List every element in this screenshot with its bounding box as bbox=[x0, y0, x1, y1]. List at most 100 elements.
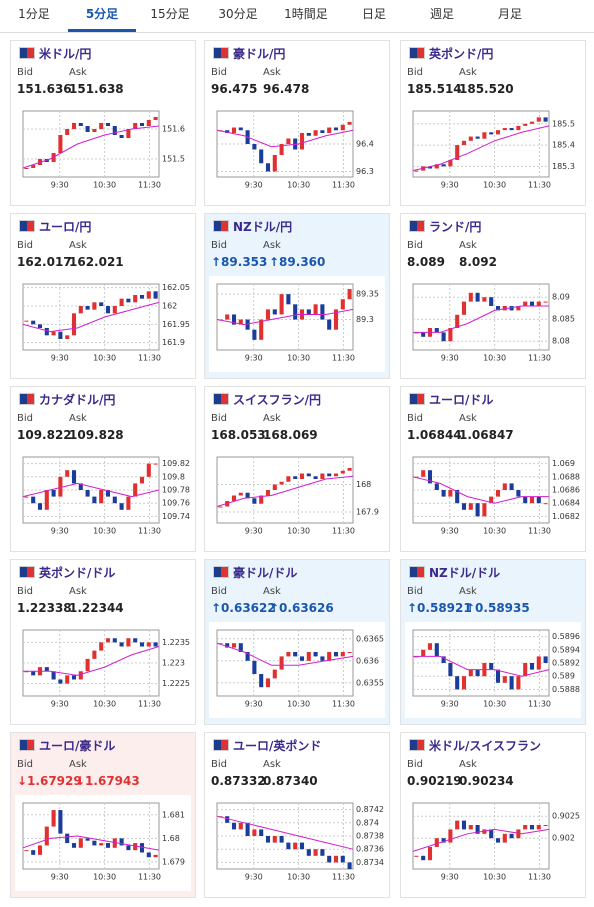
candle bbox=[245, 652, 250, 661]
candle bbox=[225, 643, 230, 648]
tab[interactable]: 15分足 bbox=[150, 7, 190, 21]
moving-average bbox=[22, 125, 160, 169]
currency-card[interactable]: カナダドル/円 Bid Ask 109.822 109.828 109.74 109.76 1… bbox=[10, 386, 196, 552]
moving-average bbox=[412, 125, 550, 172]
bid-label: Bid bbox=[17, 413, 33, 424]
tab[interactable]: 月足 bbox=[497, 7, 522, 21]
chart-bg bbox=[15, 622, 191, 718]
candle bbox=[133, 123, 138, 129]
y-tick-label: 161.9 bbox=[162, 338, 185, 347]
candle bbox=[495, 838, 501, 843]
candle bbox=[502, 483, 507, 490]
candle bbox=[245, 822, 250, 836]
ask-label: Ask bbox=[69, 413, 87, 424]
currency-card[interactable]: 米ドル/円 Bid Ask 151.636 151.638 151.5 151.6 9:30 1… bbox=[10, 40, 196, 206]
candle bbox=[252, 660, 257, 674]
tab[interactable]: 5分足 bbox=[68, 0, 136, 32]
flag-icon bbox=[19, 220, 35, 232]
bid-label: Bid bbox=[211, 240, 227, 251]
currency-card[interactable]: 豪ドル/円 Bid Ask 96.475 96.478 96.3 96.4 9:30 10:30… bbox=[204, 40, 390, 206]
currency-card[interactable]: ユーロ/英ポンド Bid Ask 0.87332 0.87340 0.8734 0.8736… bbox=[204, 732, 390, 898]
mini-chart: 1.679 1.68 1.681 9:30 10:30 11:30 bbox=[15, 795, 191, 891]
candle bbox=[489, 132, 494, 135]
candle bbox=[272, 484, 277, 490]
candle bbox=[238, 127, 243, 131]
candle bbox=[139, 123, 145, 126]
candle bbox=[543, 301, 548, 303]
candle bbox=[516, 125, 521, 131]
candle bbox=[455, 676, 460, 690]
currency-card[interactable]: 英ポンド/ドル Bid Ask 1.22338 1.22344 1.2225 1.223 1.… bbox=[10, 559, 196, 725]
pair-title: 豪ドル/円 bbox=[233, 47, 286, 61]
candle bbox=[112, 496, 117, 504]
pair-title: NZドル/ドル bbox=[429, 566, 501, 580]
candle bbox=[461, 820, 467, 830]
tab[interactable]: 1時間足 bbox=[284, 7, 328, 21]
candle bbox=[133, 843, 138, 851]
ask-label: Ask bbox=[69, 240, 87, 251]
tab[interactable]: 30分足 bbox=[218, 7, 258, 21]
currency-card[interactable]: NZドル/ドル Bid Ask ↑0.58921 ↑0.58935 0.5888 0.589… bbox=[400, 559, 586, 725]
currency-card[interactable]: 豪ドル/ドル Bid Ask ↑0.63622 ↑0.63626 0.6355 0.636 0… bbox=[204, 559, 390, 725]
x-tick-label: 11:30 bbox=[528, 181, 551, 190]
candle bbox=[65, 675, 70, 684]
ask-price: 8.092 bbox=[459, 255, 497, 269]
candle bbox=[327, 652, 332, 661]
candle bbox=[71, 470, 77, 484]
currency-card[interactable]: ユーロ/ドル Bid Ask 1.06844 1.06847 1.0682 1.0684 1.… bbox=[400, 386, 586, 552]
bid-label: Bid bbox=[17, 67, 33, 78]
chart-bg bbox=[209, 103, 385, 199]
moving-average bbox=[216, 308, 354, 326]
candle bbox=[99, 490, 104, 504]
currency-card[interactable]: スイスフラン/円 Bid Ask 168.053 168.069 167.9 168 9:30… bbox=[204, 386, 390, 552]
candle bbox=[529, 496, 535, 504]
candle bbox=[441, 332, 446, 342]
candle bbox=[441, 164, 446, 167]
mini-chart: 151.5 151.6 9:30 10:30 11:30 bbox=[15, 103, 191, 199]
x-tick-label: 10:30 bbox=[93, 527, 116, 536]
plot-frame bbox=[216, 629, 354, 697]
x-tick-label: 10:30 bbox=[287, 700, 310, 709]
x-tick-label: 11:30 bbox=[528, 527, 551, 536]
flag-icon bbox=[19, 393, 35, 405]
candle bbox=[529, 663, 535, 670]
candle bbox=[225, 130, 230, 133]
candle bbox=[51, 490, 56, 497]
flag-icon bbox=[19, 566, 35, 578]
candle bbox=[153, 854, 158, 858]
moving-average bbox=[413, 305, 549, 333]
candle bbox=[529, 121, 535, 124]
y-tick-label: 1.2235 bbox=[162, 638, 190, 647]
candle bbox=[218, 506, 223, 508]
y-tick-label: 8.085 bbox=[552, 315, 575, 324]
y-tick-label: 8.08 bbox=[552, 337, 570, 346]
candle bbox=[231, 495, 237, 501]
bid-label: Bid bbox=[17, 759, 33, 770]
ask-label: Ask bbox=[69, 759, 87, 770]
tab-bar: 1分足 5分足 15分足 30分足 1時間足 日足 週足 月足 bbox=[0, 0, 594, 33]
y-tick-label: 151.5 bbox=[162, 155, 185, 164]
candle bbox=[286, 652, 291, 657]
candle bbox=[414, 656, 419, 658]
candle bbox=[139, 843, 145, 853]
currency-card[interactable]: 米ドル/スイスフラン Bid Ask 0.90219 0.90234 0.902 0.902… bbox=[400, 732, 586, 898]
bid-price: 1.06844 bbox=[407, 428, 462, 442]
tab[interactable]: 1分足 bbox=[18, 7, 50, 21]
currency-card[interactable]: ユーロ/豪ドル Bid Ask ↓1.67929 ↓1.67943 1.679 1.68 1.… bbox=[10, 732, 196, 898]
candle bbox=[92, 302, 97, 310]
candle bbox=[58, 135, 63, 153]
x-tick-label: 11:30 bbox=[332, 181, 355, 190]
currency-card[interactable]: 英ポンド/円 Bid Ask 185.514 185.520 185.3 185.4 185.… bbox=[400, 40, 586, 206]
candle bbox=[421, 855, 426, 861]
tab[interactable]: 日足 bbox=[361, 7, 386, 21]
candle bbox=[482, 503, 487, 517]
x-tick-label: 9:30 bbox=[51, 527, 69, 536]
currency-card[interactable]: NZドル/円 Bid Ask ↑89.353 ↑89.360 89.3 89.35 9:30 1… bbox=[204, 213, 390, 379]
y-tick-label: 1.0682 bbox=[552, 512, 580, 521]
currency-card[interactable]: ユーロ/円 Bid Ask 162.017 162.021 161.9 161.95 162 1… bbox=[10, 213, 196, 379]
currency-card[interactable]: ランド/円 Bid Ask 8.089 8.092 8.08 8.085 8.09 9:30 10… bbox=[400, 213, 586, 379]
tab[interactable]: 週足 bbox=[429, 7, 454, 21]
pair-title: ユーロ/英ポンド bbox=[233, 739, 322, 753]
bid-label: Bid bbox=[211, 759, 227, 770]
candle bbox=[112, 838, 117, 848]
